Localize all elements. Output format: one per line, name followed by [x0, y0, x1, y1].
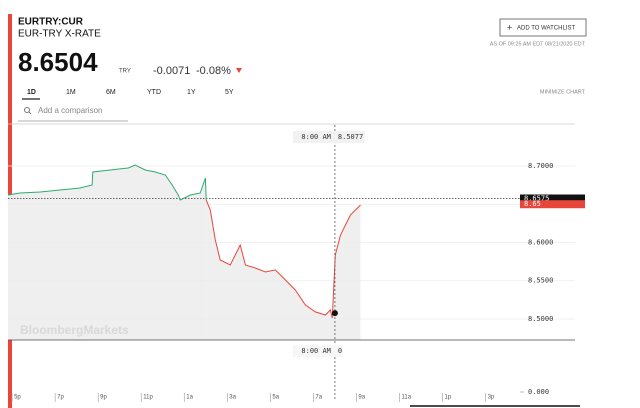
x-tick-label: 11p	[143, 395, 153, 401]
instrument-name: EUR-TRY X-RATE	[18, 29, 101, 40]
as-of: AS OF 09:25 AM EDT 08/21/2020 EDT	[490, 41, 586, 47]
y-tick-label: 8.6000	[528, 238, 553, 246]
comparison-input[interactable]: Add a comparison	[38, 106, 102, 115]
x-tick-label: 1a	[186, 395, 193, 401]
price-line	[7, 164, 207, 201]
tab[interactable]: 1Y	[187, 89, 196, 96]
search-icon	[24, 107, 30, 113]
x-tick-label: 5a	[272, 395, 279, 401]
x-tick-label: 1p	[445, 395, 452, 401]
button-label[interactable]: ADD TO WATCHLIST	[517, 26, 575, 32]
price: 8.6504	[18, 47, 98, 77]
change: -0.0071	[153, 65, 190, 77]
crosshair-top-box	[292, 131, 365, 143]
x-tick-label: 11a	[401, 395, 411, 401]
x-tick-label: 9p	[100, 395, 107, 401]
minimize-chart[interactable]: MINIMIZE CHART	[540, 89, 586, 95]
y-tick-label: 8.5000	[528, 315, 553, 323]
price-line	[205, 199, 361, 319]
y-tick-label: 8.7000	[528, 162, 553, 170]
tab[interactable]: 1M	[66, 89, 76, 96]
crosshair-bottom-box	[292, 345, 343, 357]
area-fill	[8, 165, 207, 340]
x-tick-label: 7p	[57, 395, 64, 401]
button-frame[interactable]	[499, 18, 587, 37]
crosshair-time: 8:00 AM	[301, 133, 331, 141]
x-tick-label: 9a	[358, 395, 365, 401]
volume-crosshair-value: 0	[338, 347, 342, 355]
crosshair-dot	[331, 310, 338, 317]
watchlist-button[interactable]: + ADD TO WATCHLIST	[499, 18, 587, 37]
currency: TRY	[119, 69, 131, 75]
watermark: BloombergMarkets	[20, 323, 129, 337]
previous-close-box	[520, 194, 585, 203]
last-price-label: 8.65	[524, 200, 541, 208]
y-tick-label: 8.5500	[528, 277, 553, 285]
down-arrow	[236, 68, 242, 73]
tab[interactable]: YTD	[147, 89, 161, 96]
tab[interactable]: 6M	[106, 89, 116, 96]
plus-icon[interactable]: +	[507, 22, 512, 32]
x-tick-label: 7a	[315, 395, 322, 401]
previous-close-label: 8.6575	[524, 195, 549, 203]
change-percent: -0.08%	[196, 65, 231, 77]
area-fill	[206, 200, 361, 340]
tabs: 1D 1M 6M YTD 1Y 5Y	[22, 89, 234, 100]
ticker: EURTRY:CUR	[18, 17, 84, 28]
tab[interactable]: 1D	[27, 89, 36, 96]
x-tick-label: 3a	[229, 395, 236, 401]
search-icon-handle	[28, 111, 32, 115]
crosshair-value: 8.5077	[338, 133, 363, 141]
plot: 8.70008.65008.60008.55008.50008.65758.65…	[7, 125, 585, 402]
last-price-box	[520, 200, 585, 209]
volume-tick-label: 0.000	[528, 388, 549, 396]
volume-crosshair-time: 8:00 AM	[301, 347, 331, 355]
tab[interactable]: 5Y	[225, 89, 234, 96]
x-tick-label: 5p	[14, 395, 21, 401]
x-tick-label: 3p	[488, 395, 495, 401]
